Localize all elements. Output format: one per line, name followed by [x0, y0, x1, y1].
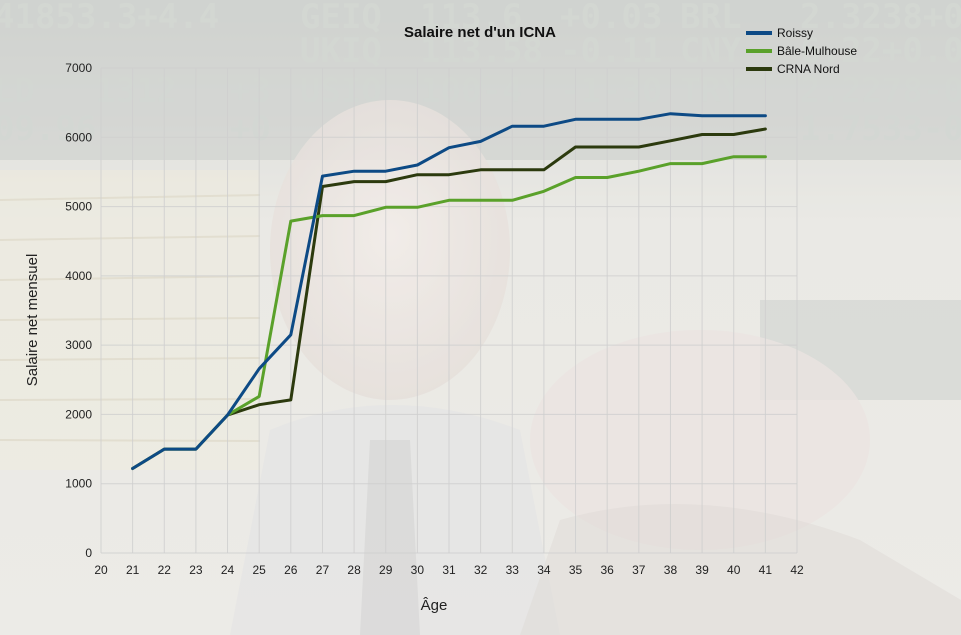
chart-title: Salaire net d'un ICNA — [404, 24, 556, 41]
x-tick-label: 20 — [94, 563, 108, 577]
svg-text:113.58: 113.58 — [420, 31, 543, 71]
svg-text:-1-30: -1-30 — [560, 71, 662, 111]
chart-series — [131, 112, 767, 470]
y-tick-label: 7000 — [65, 61, 92, 75]
svg-text:GEIQ: GEIQ — [300, 0, 382, 37]
svg-text:100-4: 100-4 — [420, 71, 522, 111]
legend-label-crna-nord: CRNA Nord — [777, 62, 840, 76]
y-tick-label: 0 — [85, 546, 92, 560]
svg-text:LD: LD — [0, 71, 35, 111]
svg-text:2.3238+0.0: 2.3238+0.0 — [800, 0, 961, 37]
x-axis-ticks: 20 21 22 23 24 25 26 27 28 29 30 31 32 33 34 35 36 37 38 39… — [94, 563, 804, 577]
svg-text:TRY: TRY — [680, 71, 742, 111]
legend-label-roissy: Roissy — [777, 26, 813, 40]
x-tick-label: 29 — [379, 563, 393, 577]
svg-text:6.22+0.0: 6.22+0.0 — [800, 31, 961, 71]
y-tick-label: 2000 — [65, 407, 92, 421]
x-tick-label: 40 — [727, 563, 741, 577]
series-line-roissy — [131, 112, 767, 470]
x-tick-label: 21 — [126, 563, 140, 577]
svg-text:UKIQ: UKIQ — [300, 31, 382, 71]
y-tick-label: 1000 — [65, 477, 92, 491]
x-tick-label: 36 — [601, 563, 615, 577]
x-tick-label: 41 — [759, 563, 773, 577]
svg-text:-0.11: -0.11 — [560, 31, 662, 71]
svg-text:BRL: BRL — [680, 0, 741, 37]
svg-text:1.7533-0.0: 1.7533-0.0 — [800, 109, 961, 149]
legend-label-bale-mulhouse: Bâle-Mulhouse — [777, 44, 857, 58]
svg-text:1312: 1312 — [95, 71, 177, 111]
x-tick-label: 38 — [664, 563, 678, 577]
x-tick-label: 24 — [221, 563, 235, 577]
svg-text:09.96: 09.96 — [0, 109, 96, 149]
svg-text:CNY: CNY — [680, 31, 742, 71]
y-tick-label: 3000 — [65, 338, 92, 352]
x-tick-label: 39 — [695, 563, 709, 577]
x-tick-label: 22 — [158, 563, 172, 577]
svg-text:2.2278-0.0: 2.2278-0.0 — [800, 71, 961, 111]
chart-legend: Roissy Bâle-Mulhouse CRNA Nord — [746, 26, 857, 76]
x-axis-title: Âge — [421, 597, 448, 614]
x-tick-label: 34 — [537, 563, 551, 577]
x-tick-label: 32 — [474, 563, 488, 577]
x-tick-label: 26 — [284, 563, 298, 577]
series-line-crna-nord — [131, 127, 767, 470]
svg-text:41853.3+4.4: 41853.3+4.4 — [0, 0, 219, 37]
x-tick-label: 35 — [569, 563, 583, 577]
y-axis-ticks: 0 1000 2000 3000 4000 5000 6000 7000 — [65, 61, 92, 560]
x-tick-label: 30 — [411, 563, 425, 577]
y-tick-label: 5000 — [65, 200, 92, 214]
x-tick-label: 31 — [442, 563, 456, 577]
x-tick-label: 28 — [347, 563, 361, 577]
svg-text:113.6: 113.6 — [420, 0, 522, 37]
x-tick-label: 27 — [316, 563, 330, 577]
svg-text:+3: +3 — [230, 71, 271, 111]
y-tick-label: 4000 — [65, 269, 92, 283]
series-line-bale-mulhouse — [131, 155, 767, 470]
y-axis-title: Salaire net mensuel — [24, 254, 41, 387]
x-tick-label: 25 — [253, 563, 267, 577]
x-tick-label: 37 — [632, 563, 646, 577]
x-tick-label: 42 — [790, 563, 804, 577]
chart-grid — [100, 67, 798, 554]
y-tick-label: 6000 — [65, 130, 92, 144]
x-tick-label: 33 — [506, 563, 520, 577]
x-tick-label: 23 — [189, 563, 203, 577]
svg-text:+0.03: +0.03 — [560, 0, 662, 37]
svg-text:+0: +0 — [230, 109, 271, 149]
